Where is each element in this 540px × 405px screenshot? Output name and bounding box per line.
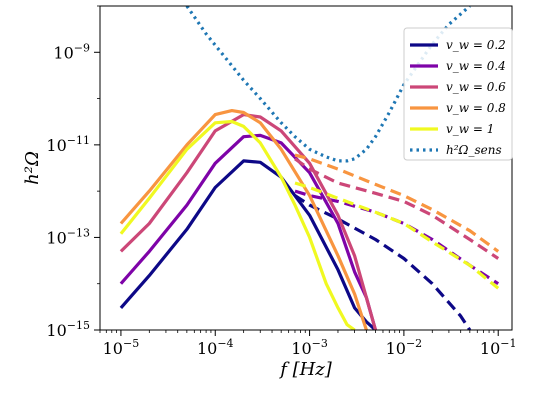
legend-label-2: v_w = 0.4 — [446, 59, 506, 73]
y-tick-label: 10−11 — [46, 134, 90, 155]
x-tick-label: 10−2 — [386, 337, 423, 358]
series-line-5-dashed — [294, 181, 500, 290]
series-line-2-solid — [119, 133, 378, 330]
series-line-5-solid — [119, 119, 356, 330]
x-tick-label: 10−4 — [197, 337, 234, 358]
y-tick-label: 10−15 — [46, 319, 90, 340]
legend-frame — [403, 27, 513, 161]
legend-label-4: v_w = 0.8 — [446, 101, 506, 115]
legend-label-3: v_w = 0.6 — [446, 80, 506, 94]
x-tick-label: 10−1 — [480, 337, 517, 358]
series-line-4-solid — [119, 109, 368, 330]
series-lines — [119, 6, 500, 330]
legend-label-5: v_w = 1 — [446, 122, 494, 136]
plot-frame — [99, 5, 513, 331]
legend-label-6: h²Ω_sens — [446, 143, 502, 157]
x-axis: 10−5 10−4 10−3 10−2 10−1 — [99, 330, 517, 358]
x-axis-label: f [Hz] — [278, 359, 333, 380]
legend-label-1: v_w = 0.2 — [446, 38, 506, 52]
series-line-1-solid — [119, 159, 377, 330]
legend: v_w = 0.2 v_w = 0.4 v_w = 0.6 v_w = 0.8 v_w … — [403, 27, 513, 161]
series-line-3-solid — [119, 113, 378, 330]
y-axis: 10−9 10−11 10−13 10−15 — [46, 5, 100, 340]
y-tick-label: 10−13 — [46, 226, 90, 247]
x-tick-label: 10−3 — [291, 337, 328, 358]
x-tick-label: 10−5 — [103, 337, 140, 358]
series-line-4-dashed — [294, 153, 500, 253]
y-tick-label: 10−9 — [53, 41, 90, 62]
y-axis-label: h²Ω — [22, 151, 43, 185]
series-line-2-dashed — [294, 189, 500, 286]
